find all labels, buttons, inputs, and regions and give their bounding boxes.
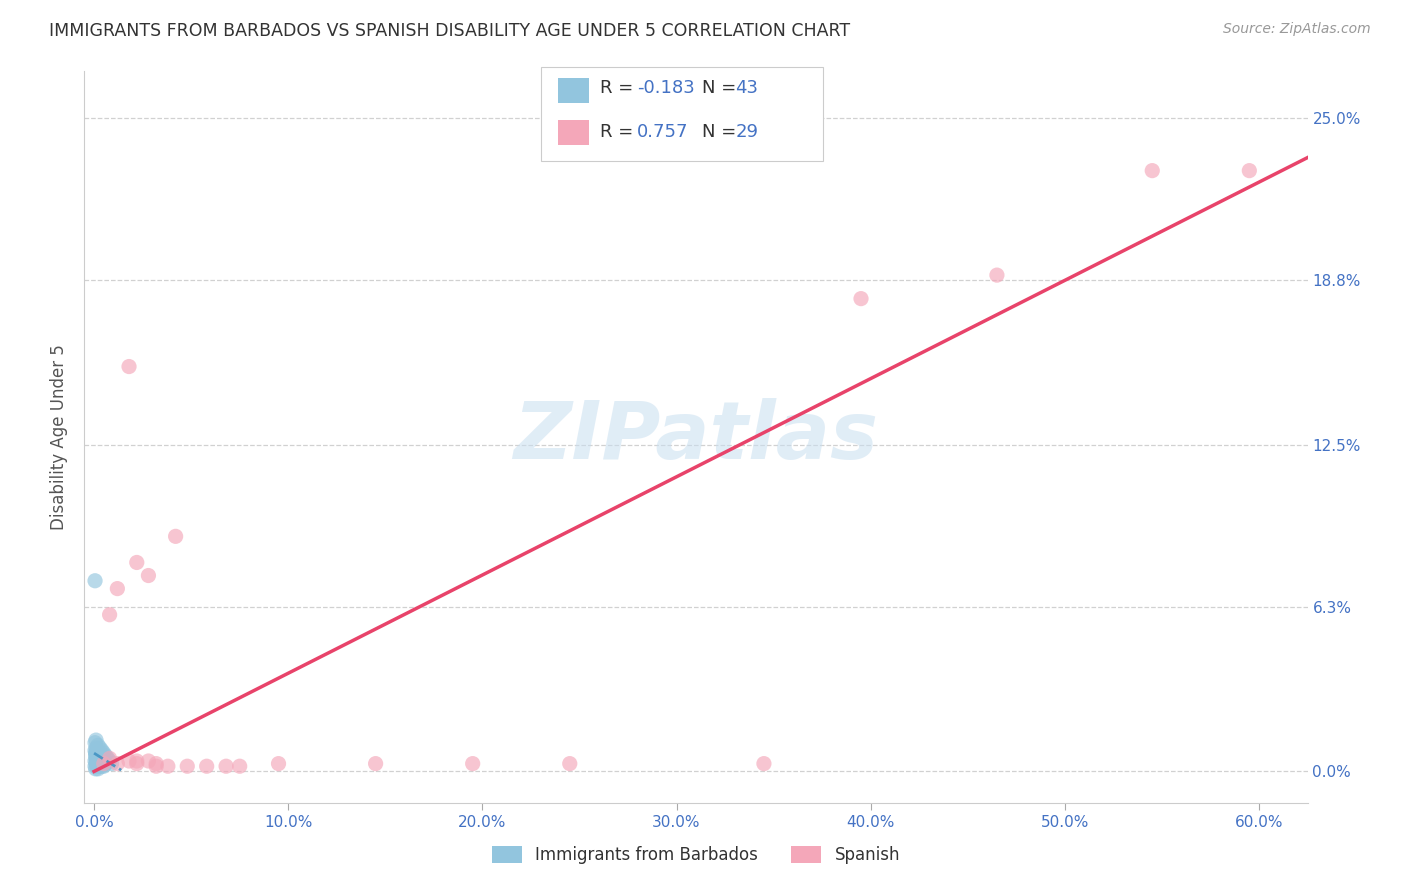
- Point: [176, 759, 198, 773]
- Point: [215, 759, 238, 773]
- Point: [89, 740, 111, 755]
- Point: [267, 756, 290, 771]
- Text: ZIPatlas: ZIPatlas: [513, 398, 879, 476]
- Point: [84, 751, 107, 765]
- Point: [138, 754, 160, 768]
- Point: [105, 756, 128, 771]
- Point: [87, 762, 110, 776]
- Point: [118, 359, 141, 374]
- Point: [125, 556, 148, 570]
- Point: [105, 582, 128, 596]
- Point: [849, 292, 872, 306]
- Text: R =: R =: [600, 79, 640, 97]
- Point: [84, 756, 107, 771]
- Point: [84, 733, 107, 747]
- Point: [98, 607, 121, 622]
- Point: [86, 751, 108, 765]
- Point: [98, 754, 121, 768]
- Text: R =: R =: [600, 123, 640, 141]
- Point: [87, 739, 110, 753]
- Legend: Immigrants from Barbados, Spanish: Immigrants from Barbados, Spanish: [492, 846, 900, 864]
- Point: [100, 756, 122, 771]
- Point: [94, 756, 117, 771]
- Point: [90, 743, 112, 757]
- Point: [125, 754, 148, 768]
- Point: [91, 756, 114, 771]
- Point: [97, 751, 120, 765]
- Point: [84, 743, 107, 757]
- Point: [94, 748, 117, 763]
- Point: [986, 268, 1008, 282]
- Point: [145, 759, 167, 773]
- Point: [364, 756, 387, 771]
- Point: [93, 746, 115, 760]
- Point: [118, 754, 141, 768]
- Point: [125, 756, 148, 771]
- Point: [87, 759, 110, 773]
- Point: [558, 756, 581, 771]
- Point: [90, 754, 112, 768]
- Y-axis label: Disability Age Under 5: Disability Age Under 5: [51, 344, 69, 530]
- Point: [84, 574, 107, 588]
- Point: [84, 746, 107, 760]
- Point: [461, 756, 484, 771]
- Point: [228, 759, 250, 773]
- Text: N =: N =: [702, 123, 741, 141]
- Point: [93, 756, 115, 771]
- Point: [90, 756, 112, 771]
- Point: [86, 748, 108, 763]
- Point: [84, 754, 107, 768]
- Point: [86, 754, 108, 768]
- Point: [752, 756, 775, 771]
- Point: [86, 743, 108, 757]
- Text: Source: ZipAtlas.com: Source: ZipAtlas.com: [1223, 22, 1371, 37]
- Point: [87, 756, 110, 771]
- Point: [86, 759, 108, 773]
- Text: IMMIGRANTS FROM BARBADOS VS SPANISH DISABILITY AGE UNDER 5 CORRELATION CHART: IMMIGRANTS FROM BARBADOS VS SPANISH DISA…: [49, 22, 851, 40]
- Point: [87, 746, 110, 760]
- Point: [1239, 163, 1261, 178]
- Point: [86, 748, 108, 763]
- Point: [145, 756, 167, 771]
- Text: N =: N =: [702, 79, 741, 97]
- Point: [165, 529, 187, 543]
- Text: 43: 43: [735, 79, 758, 97]
- Point: [89, 751, 111, 765]
- Point: [84, 746, 107, 760]
- Text: 0.757: 0.757: [637, 123, 689, 141]
- Point: [98, 751, 121, 765]
- Point: [93, 759, 115, 773]
- Point: [86, 756, 108, 771]
- Point: [138, 568, 160, 582]
- Point: [195, 759, 218, 773]
- Point: [84, 736, 107, 750]
- Point: [1142, 163, 1164, 178]
- Point: [156, 759, 179, 773]
- Point: [89, 748, 111, 763]
- Point: [87, 751, 110, 765]
- Point: [89, 754, 111, 768]
- Text: -0.183: -0.183: [637, 79, 695, 97]
- Point: [84, 762, 107, 776]
- Point: [84, 740, 107, 755]
- Point: [90, 759, 112, 773]
- Point: [84, 759, 107, 773]
- Point: [84, 748, 107, 763]
- Point: [89, 754, 111, 768]
- Text: 29: 29: [735, 123, 758, 141]
